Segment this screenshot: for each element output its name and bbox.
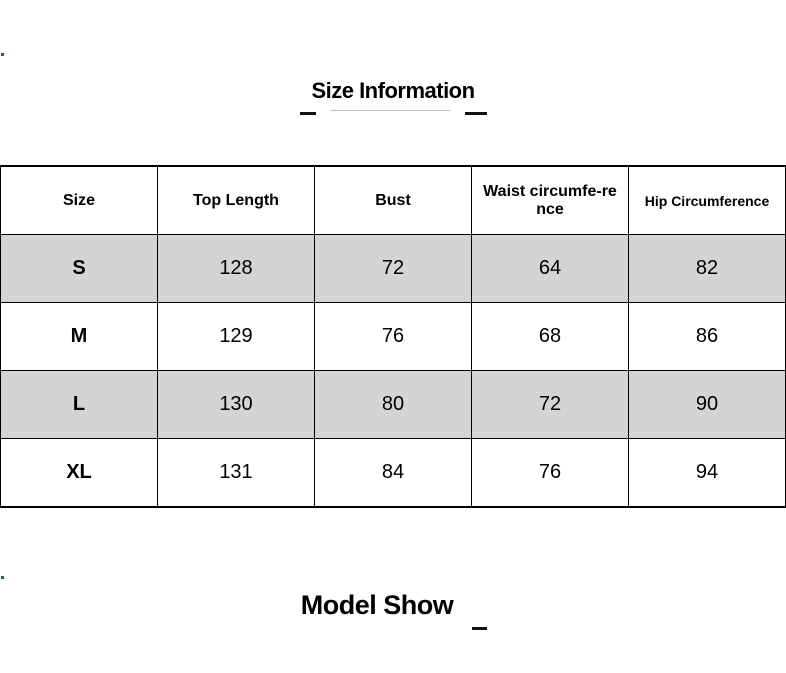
measurement-cell: 84 (314, 438, 472, 508)
title-underline-right (465, 112, 487, 115)
title-underline-left (300, 112, 316, 115)
title-underline (330, 110, 450, 111)
header-size: Size (0, 165, 158, 235)
size-cell: M (0, 302, 158, 371)
size-cell: XL (0, 438, 158, 508)
size-cell: S (0, 234, 158, 303)
measurement-cell: 76 (314, 302, 472, 371)
measurement-cell: 76 (471, 438, 629, 508)
corner-mark (1, 53, 4, 56)
size-cell: L (0, 370, 158, 439)
measurement-cell: 82 (628, 234, 786, 303)
measurement-cell: 86 (628, 302, 786, 371)
measurement-cell: 94 (628, 438, 786, 508)
corner-mark (1, 576, 4, 579)
header-waist: Waist circumfe-rence (471, 165, 629, 235)
table-row: XL 131 84 76 94 (0, 438, 786, 508)
model-show-title: Model Show (300, 590, 454, 620)
measurement-cell: 64 (471, 234, 629, 303)
header-top-length: Top Length (157, 165, 315, 235)
measurement-cell: 131 (157, 438, 315, 508)
section-title: Size Information (311, 78, 475, 103)
header-hip: Hip Circumference (628, 165, 786, 235)
table-row: M 129 76 68 86 (0, 302, 786, 371)
measurement-cell: 129 (157, 302, 315, 371)
measurement-cell: 72 (314, 234, 472, 303)
measurement-cell: 90 (628, 370, 786, 439)
measurement-cell: 72 (471, 370, 629, 439)
header-bust: Bust (314, 165, 472, 235)
size-table: Size Top Length Bust Waist circumfe-renc… (0, 165, 786, 508)
title-underline-right (472, 627, 487, 630)
table-row: S 128 72 64 82 (0, 234, 786, 303)
table-header-row: Size Top Length Bust Waist circumfe-renc… (0, 165, 786, 235)
measurement-cell: 80 (314, 370, 472, 439)
measurement-cell: 130 (157, 370, 315, 439)
table-row: L 130 80 72 90 (0, 370, 786, 439)
measurement-cell: 128 (157, 234, 315, 303)
measurement-cell: 68 (471, 302, 629, 371)
